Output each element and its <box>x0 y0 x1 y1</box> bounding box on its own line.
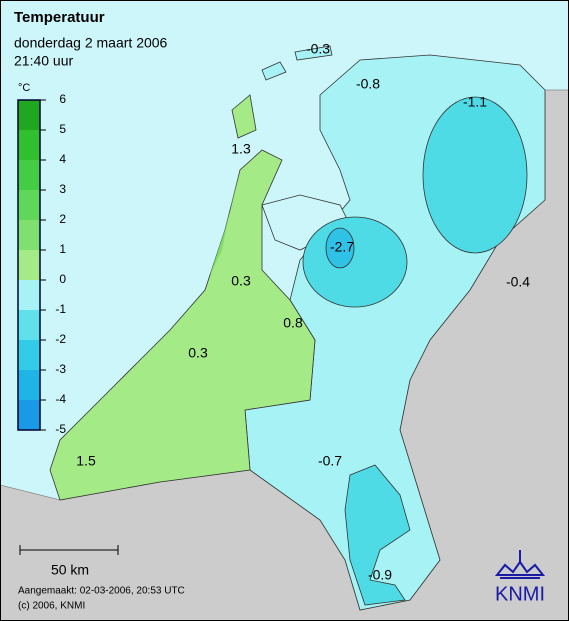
map-value-label: -2.7 <box>330 239 354 255</box>
legend-swatch <box>18 370 40 400</box>
map-value-label: -0.3 <box>306 41 330 57</box>
time: 21:40 uur <box>14 53 73 69</box>
legend-tick-label: 1 <box>59 242 66 256</box>
legend-swatch <box>18 190 40 220</box>
legend-tick-label: -3 <box>55 362 66 376</box>
map-value-label: 1.5 <box>76 453 96 469</box>
legend-tick-label: 4 <box>59 152 66 166</box>
islands <box>261 45 333 81</box>
legend-swatch <box>18 310 40 340</box>
copyright: (c) 2006, KNMI <box>18 601 85 612</box>
flevoland-cold <box>302 216 408 308</box>
logo-text: KNMI <box>495 583 545 605</box>
map-value-label: -0.9 <box>368 567 392 583</box>
map-value-label: -0.8 <box>356 76 380 92</box>
legend-tick-label: -1 <box>55 302 66 316</box>
legend-frame <box>17 99 41 431</box>
legend-swatch <box>18 220 40 250</box>
map-value-label: 1.3 <box>231 141 251 157</box>
legend-swatch <box>18 400 40 430</box>
map-value-label: -0.7 <box>318 453 342 469</box>
legend-tick-label: -4 <box>55 392 66 406</box>
map-value-label: 0.8 <box>283 315 303 331</box>
legend-tick-label: 5 <box>59 122 66 136</box>
legend-tick-label: 0 <box>59 272 66 286</box>
scale-label: 50 km <box>51 562 89 578</box>
legend-swatch <box>18 280 40 310</box>
legend-swatch <box>18 130 40 160</box>
legend-unit: °C <box>18 82 30 94</box>
legend-tick-label: 3 <box>59 182 66 196</box>
legend-swatch <box>18 250 40 280</box>
legend-tick-label: 6 <box>59 92 66 106</box>
cold-core <box>325 227 355 269</box>
island <box>231 94 257 139</box>
legend-swatch <box>18 340 40 370</box>
legend-swatch <box>18 100 40 130</box>
south-cold <box>344 464 411 606</box>
map-value-label: -0.4 <box>506 274 530 290</box>
northeast-cold <box>422 96 528 254</box>
map-value-label: 0.3 <box>188 345 208 361</box>
date: donderdag 2 maart 2006 <box>14 35 168 51</box>
title: Temperatuur <box>14 9 105 26</box>
legend-tick-label: -2 <box>55 332 66 346</box>
legend-tick-label: -5 <box>55 422 66 436</box>
map-value-label: 0.3 <box>231 273 251 289</box>
logo-crown <box>494 560 546 579</box>
legend-swatch <box>18 160 40 190</box>
legend-tick-label: 2 <box>59 212 66 226</box>
map-value-label: -1.1 <box>463 94 487 110</box>
created: Aangemaakt: 02-03-2006, 20:53 UTC <box>18 586 185 597</box>
